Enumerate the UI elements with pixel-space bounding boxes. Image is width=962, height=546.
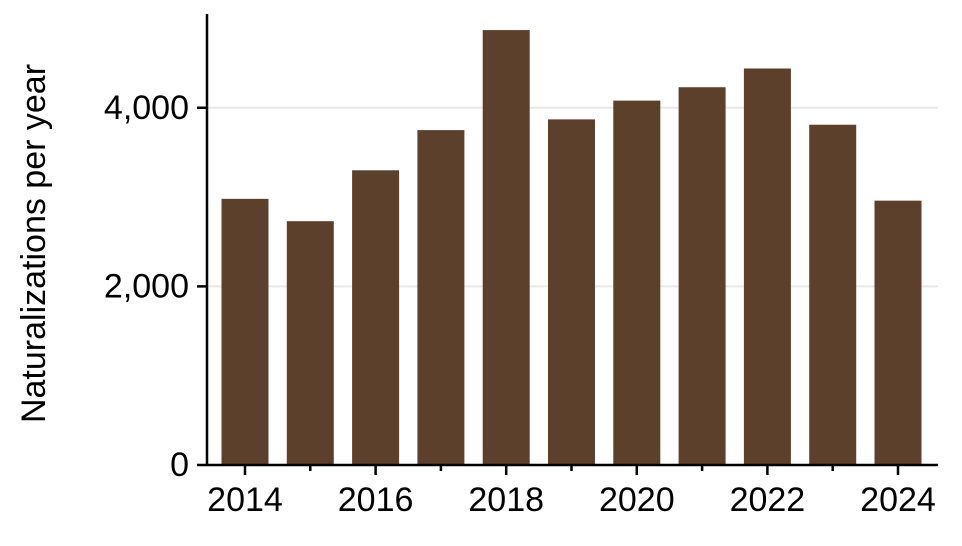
bar-2023 — [809, 124, 857, 465]
x-tick-label: 2016 — [338, 481, 414, 519]
bar-2022 — [743, 68, 791, 465]
bar-2019 — [548, 119, 595, 466]
x-ticks: 2014 2016 2018 2020 2022 2024 — [207, 465, 936, 519]
x-tick-label: 2020 — [599, 481, 675, 519]
bars — [221, 30, 922, 466]
y-axis-label: Naturalizations per year — [15, 64, 53, 423]
bar-2021 — [678, 87, 726, 465]
x-tick-label: 2022 — [730, 481, 806, 519]
bar-2017 — [417, 130, 465, 466]
bar-2024 — [874, 200, 922, 465]
bar-2016 — [352, 170, 400, 466]
bar-2018 — [482, 30, 530, 465]
y-ticks: 0 2,000 4,000 — [104, 89, 207, 484]
y-tick-label: 4,000 — [104, 89, 189, 127]
y-tick-label: 0 — [170, 446, 189, 484]
x-tick-label: 2014 — [207, 481, 283, 519]
bar-2014 — [221, 198, 269, 465]
x-tick-label: 2018 — [468, 481, 544, 519]
bar-2020 — [613, 100, 661, 466]
x-tick-label: 2024 — [860, 481, 936, 519]
y-tick-label: 2,000 — [104, 267, 189, 305]
bar-2015 — [286, 221, 334, 465]
